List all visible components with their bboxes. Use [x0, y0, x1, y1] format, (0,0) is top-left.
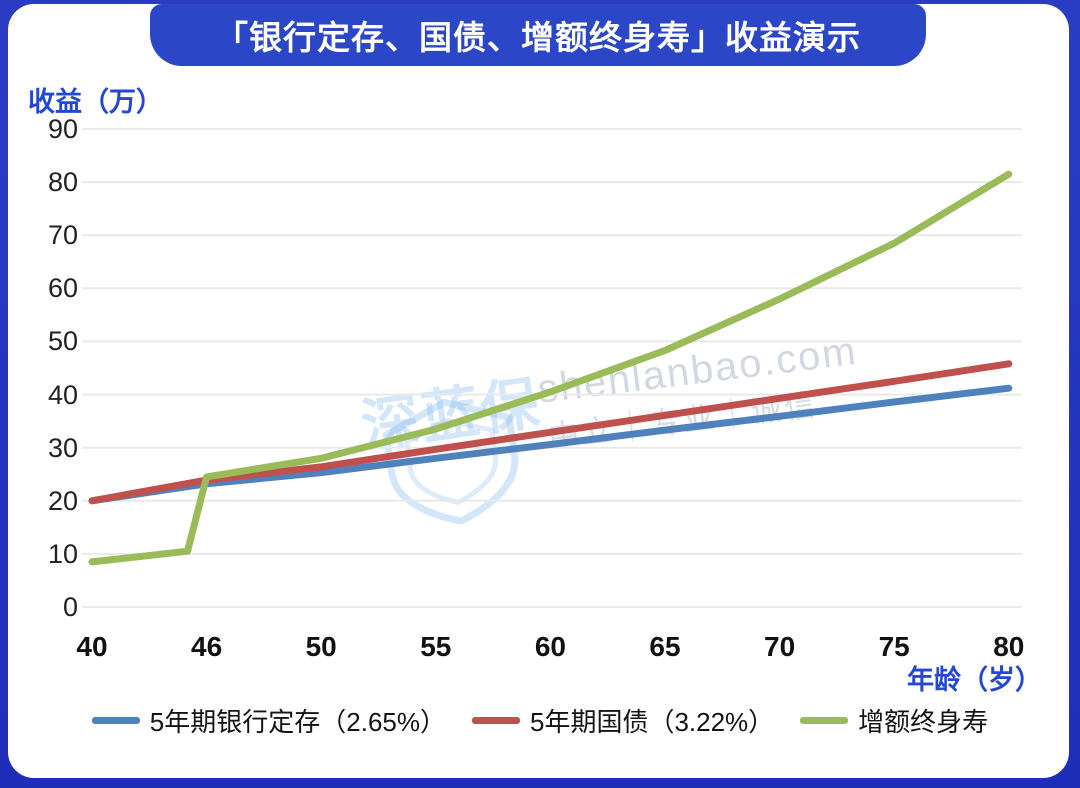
y-tick-label: 0 — [62, 592, 78, 622]
legend-label-increasing-whole-life: 增额终身寿 — [858, 707, 989, 737]
x-tick-label: 80 — [993, 631, 1025, 662]
legend-swatch-increasing-whole-life — [800, 717, 849, 724]
x-tick-label: 60 — [534, 631, 566, 662]
y-tick-label: 90 — [47, 114, 78, 144]
y-tick-label: 10 — [47, 538, 78, 569]
series-line-treasury-bond — [88, 360, 1013, 505]
legend-swatch-bank-deposit — [91, 717, 140, 724]
y-tick-label: 30 — [47, 432, 78, 463]
series-line-increasing-whole-life — [88, 170, 1013, 566]
x-tick-label: 55 — [420, 631, 452, 662]
legend-label-treasury-bond: 5年期国债（3.22%） — [529, 707, 775, 737]
legend-item-bank-deposit: 5年期银行定存（2.65%） — [91, 702, 446, 739]
chart-legend: 5年期银行定存（2.65%） 5年期国债（3.22%） 增额终身寿 — [0, 702, 1080, 739]
legend-item-treasury-bond: 5年期国债（3.22%） — [471, 702, 775, 739]
legend-item-increasing-whole-life: 增额终身寿 — [800, 702, 988, 739]
y-tick-label: 70 — [47, 220, 78, 251]
chart-card — [8, 4, 1069, 778]
x-axis-title: 年龄（岁） — [907, 665, 1042, 695]
x-tick-label: 75 — [878, 631, 910, 662]
y-axis-title: 收益（万） — [28, 87, 163, 117]
x-tick-label: 40 — [76, 631, 108, 662]
x-tick-label: 65 — [649, 631, 681, 662]
legend-label-bank-deposit: 5年期银行定存（2.65%） — [149, 707, 446, 737]
x-tick-label: 50 — [305, 631, 337, 662]
title-banner: 「银行定存、国债、增额终身寿」收益演示 — [150, 4, 926, 66]
y-tick-label: 60 — [47, 273, 78, 304]
series-line-bank-deposit — [88, 384, 1013, 505]
y-tick-label: 80 — [47, 167, 78, 198]
x-tick-label: 70 — [764, 631, 796, 662]
y-tick-label: 20 — [47, 485, 78, 516]
x-tick-label: 46 — [191, 631, 223, 662]
y-tick-label: 40 — [47, 379, 78, 410]
y-tick-label: 50 — [47, 326, 78, 357]
legend-swatch-treasury-bond — [471, 717, 520, 724]
page-title: 「银行定存、国债、增额终身寿」收益演示 — [215, 19, 861, 56]
